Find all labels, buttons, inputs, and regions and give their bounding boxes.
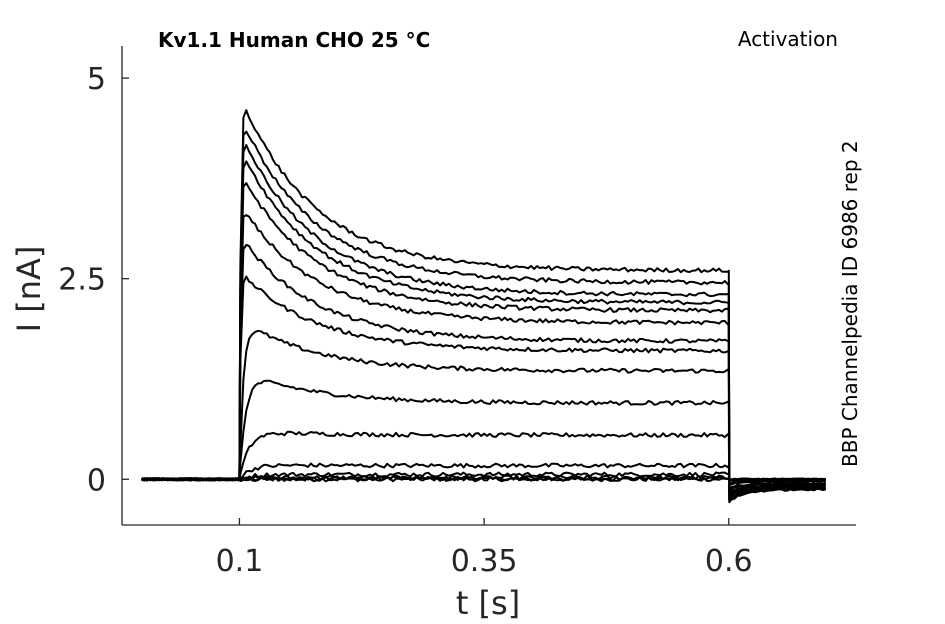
current-trace-4 — [141, 471, 827, 483]
current-trace-14 — [141, 144, 826, 502]
x-axis-label: t [s] — [456, 584, 520, 622]
current-trace-9 — [141, 275, 826, 493]
protocol-label: Activation — [738, 27, 838, 51]
current-trace-5 — [141, 462, 826, 484]
current-trace-15 — [141, 130, 826, 502]
x-tick-label: 0.35 — [451, 544, 518, 579]
y-axis-label: I [nA] — [10, 246, 48, 333]
current-trace-2 — [141, 475, 826, 482]
y-tick-label: 0 — [87, 463, 106, 498]
traces-group — [141, 109, 827, 504]
chart-title: Kv1.1 Human CHO 25 °C — [158, 28, 430, 52]
x-tick-label: 0.6 — [705, 544, 753, 579]
y-tick-label: 5 — [87, 62, 106, 97]
x-tick-label: 0.1 — [216, 544, 264, 579]
current-trace-6 — [141, 430, 826, 486]
current-trace-13 — [141, 160, 826, 500]
y-tick-label: 2.5 — [58, 263, 106, 298]
y-ticks: 02.55 — [58, 62, 129, 498]
current-trace-7 — [141, 379, 827, 490]
current-trace-8 — [141, 329, 826, 491]
current-trace-11 — [141, 214, 826, 497]
x-ticks: 0.1 0.35 0.6 — [216, 518, 753, 579]
current-trace-10 — [141, 243, 826, 495]
current-trace-16 — [141, 109, 826, 504]
source-id-label: BBP Channelpedia ID 6986 rep 2 — [838, 140, 862, 467]
current-trace-12 — [141, 182, 827, 498]
